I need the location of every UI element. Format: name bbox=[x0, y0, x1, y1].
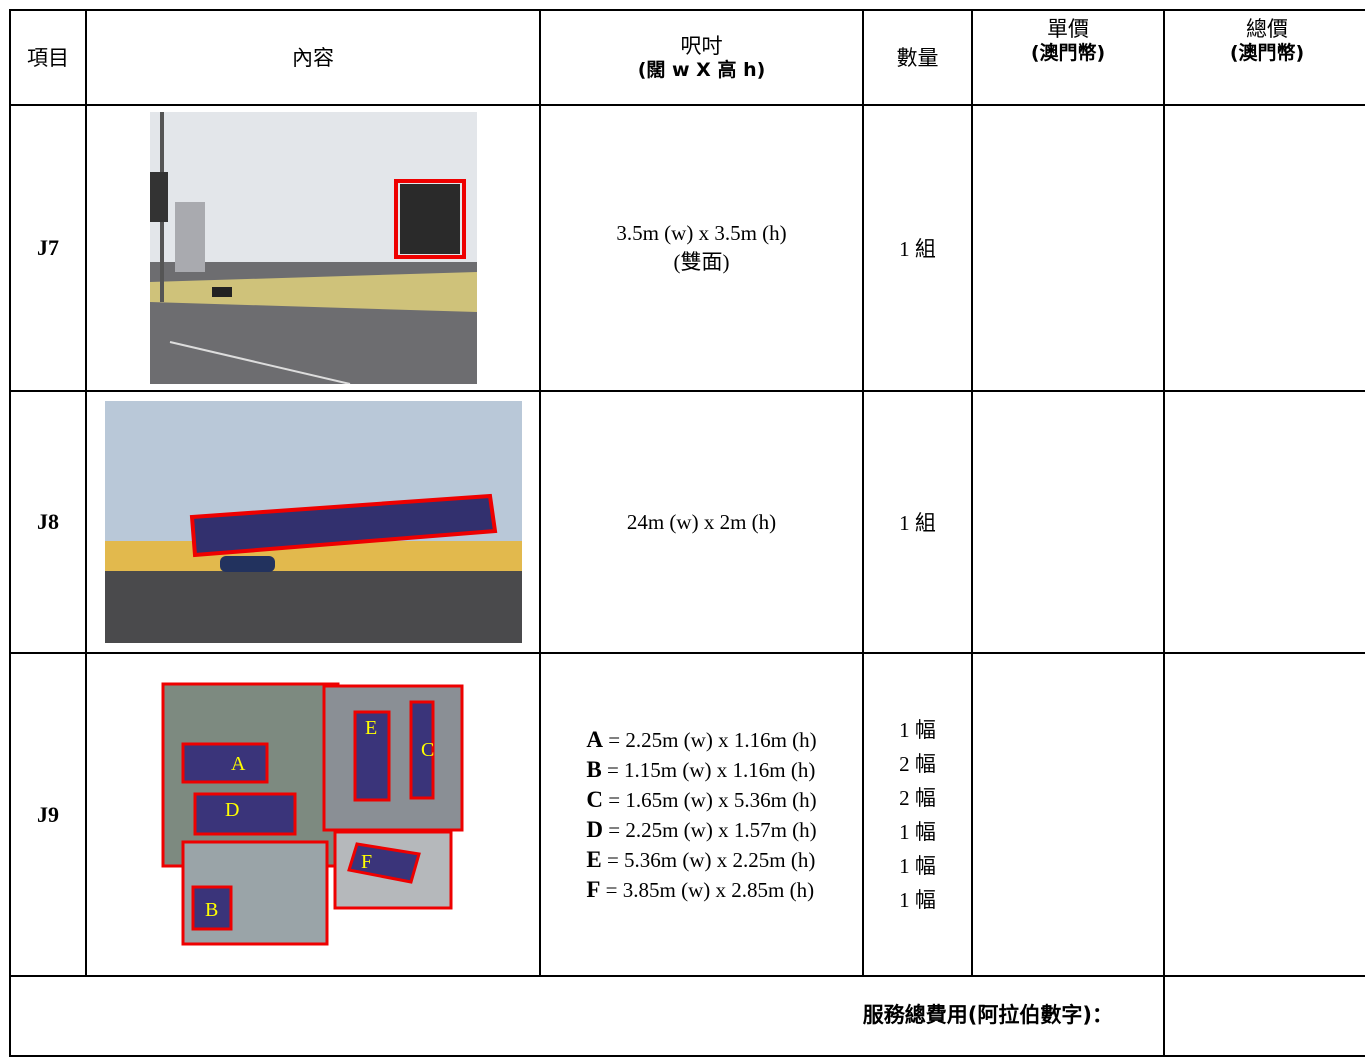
header-subtext: (澳門幣) bbox=[1030, 42, 1106, 64]
quantity-cell: 1 組 bbox=[862, 104, 973, 392]
size-text: 24m (w) x 2m (h) bbox=[626, 509, 777, 534]
header-cell: 呎吋 (闊 w X 高 h) bbox=[539, 9, 864, 106]
header-subtext: (闊 w X 高 h) bbox=[637, 58, 766, 81]
row: J8 24m (w) x 2m (h) 1 組 bbox=[9, 390, 1365, 654]
size-cell: 24m (w) x 2m (h) bbox=[539, 390, 864, 654]
size-text: = 2.25m (w) x 1.16m (h) bbox=[608, 727, 817, 752]
row: J7 3.5m (w) x 3.5m (h) (雙面) 1 組 bbox=[9, 104, 1365, 392]
price-cell bbox=[971, 390, 1165, 654]
header-text: 內容 bbox=[292, 45, 334, 70]
quantity-text: 1 幅 bbox=[899, 717, 936, 742]
quantity-cell: 1 組 bbox=[862, 390, 973, 654]
quantity-text: 1 組 bbox=[899, 237, 936, 261]
photo-label: C bbox=[421, 739, 434, 761]
size-text: 3.5m (w) x 3.5m (h) bbox=[616, 220, 787, 245]
size-cell: A = 2.25m (w) x 1.16m (h) B = 1.15m (w) x… bbox=[539, 652, 864, 977]
size-text: (雙面) bbox=[673, 249, 730, 274]
total-cell bbox=[1163, 104, 1365, 392]
header-row: 項目 內容 呎吋 (闊 w X 高 h) 數量 單價 (澳門幣) 總價 (澳門幣) bbox=[9, 9, 1365, 106]
photo-label: E bbox=[365, 717, 377, 739]
photo-label: B bbox=[205, 899, 218, 921]
photo-cell: A B C D E F bbox=[85, 652, 541, 977]
header-text: 單價 bbox=[1047, 17, 1089, 41]
photo: A B C D E F bbox=[161, 682, 463, 946]
header-cell: 內容 bbox=[85, 9, 541, 106]
quantity-text: 2 幅 bbox=[899, 751, 936, 776]
size-line: D = 2.25m (w) x 1.57m (h) bbox=[586, 815, 816, 845]
photo-cell bbox=[85, 104, 541, 392]
header-text: 項目 bbox=[27, 45, 69, 70]
header-cell: 總價 (澳門幣) bbox=[1163, 9, 1365, 106]
photo-label: A bbox=[231, 753, 246, 775]
size-cell: 3.5m (w) x 3.5m (h) (雙面) bbox=[539, 104, 864, 392]
quantity-text: 1 幅 bbox=[899, 853, 936, 878]
quantity-text: 2 幅 bbox=[899, 785, 936, 810]
quantity-list: 1 幅 2 幅 2 幅 1 幅 1 幅 1 幅 bbox=[864, 713, 971, 917]
size-text: = 2.25m (w) x 1.57m (h) bbox=[608, 817, 817, 842]
item-cell: J7 bbox=[9, 104, 87, 392]
size-text: = 5.36m (w) x 2.25m (h) bbox=[606, 847, 816, 872]
item-cell: J8 bbox=[9, 390, 87, 654]
size-text: = 1.15m (w) x 1.16m (h) bbox=[606, 757, 816, 782]
size-line: C = 1.65m (w) x 5.36m (h) bbox=[586, 785, 816, 815]
size-line: A = 2.25m (w) x 1.16m (h) bbox=[586, 725, 816, 755]
photo bbox=[149, 112, 477, 384]
price-cell bbox=[971, 652, 1165, 977]
header-cell: 項目 bbox=[9, 9, 87, 106]
quantity-text: 1 組 bbox=[899, 511, 936, 535]
header-subtext: (澳門幣) bbox=[1229, 42, 1305, 64]
photo-cell bbox=[85, 390, 541, 654]
size-text: = 3.85m (w) x 2.85m (h) bbox=[605, 877, 815, 902]
header-text: 總價 bbox=[1246, 17, 1288, 41]
photo bbox=[104, 401, 522, 643]
size-line: B = 1.15m (w) x 1.16m (h) bbox=[586, 755, 816, 785]
header-text: 數量 bbox=[896, 45, 939, 70]
size-label: A bbox=[586, 726, 603, 752]
quantity-text: 1 幅 bbox=[899, 887, 936, 912]
item-cell: J9 bbox=[9, 652, 87, 977]
total-sum-cell bbox=[1163, 975, 1365, 1057]
size-text: = 1.65m (w) x 5.36m (h) bbox=[608, 787, 817, 812]
header-cell: 數量 bbox=[862, 9, 973, 106]
photo-label: F bbox=[361, 851, 372, 873]
size-list: A = 2.25m (w) x 1.16m (h) B = 1.15m (w) x… bbox=[586, 725, 816, 905]
size-line: F = 3.85m (w) x 2.85m (h) bbox=[586, 875, 816, 905]
footer-label: 服務總費用(阿拉伯數字)： bbox=[9, 975, 1165, 1057]
footer-row: 服務總費用(阿拉伯數字)： bbox=[9, 975, 1365, 1057]
price-cell bbox=[971, 104, 1165, 392]
size-line: E = 5.36m (w) x 2.25m (h) bbox=[586, 845, 816, 875]
size-label: F bbox=[586, 876, 601, 902]
quote-table: 項目 內容 呎吋 (闊 w X 高 h) 數量 單價 (澳門幣) 總價 (澳門幣) J… bbox=[9, 9, 1365, 1057]
header-cell: 單價 (澳門幣) bbox=[971, 9, 1165, 106]
size-label: C bbox=[586, 786, 603, 812]
total-cell bbox=[1163, 390, 1365, 654]
size-label: B bbox=[586, 756, 602, 782]
quantity-text: 1 幅 bbox=[899, 819, 936, 844]
size-label: E bbox=[586, 846, 602, 872]
quantity-cell: 1 幅 2 幅 2 幅 1 幅 1 幅 1 幅 bbox=[862, 652, 973, 977]
photo-label: D bbox=[225, 799, 239, 821]
header-text: 呎吋 bbox=[680, 33, 723, 58]
total-cell bbox=[1163, 652, 1365, 977]
row: J9 A B C D E F A = 2.25m (w bbox=[9, 652, 1365, 977]
size-label: D bbox=[586, 816, 603, 842]
